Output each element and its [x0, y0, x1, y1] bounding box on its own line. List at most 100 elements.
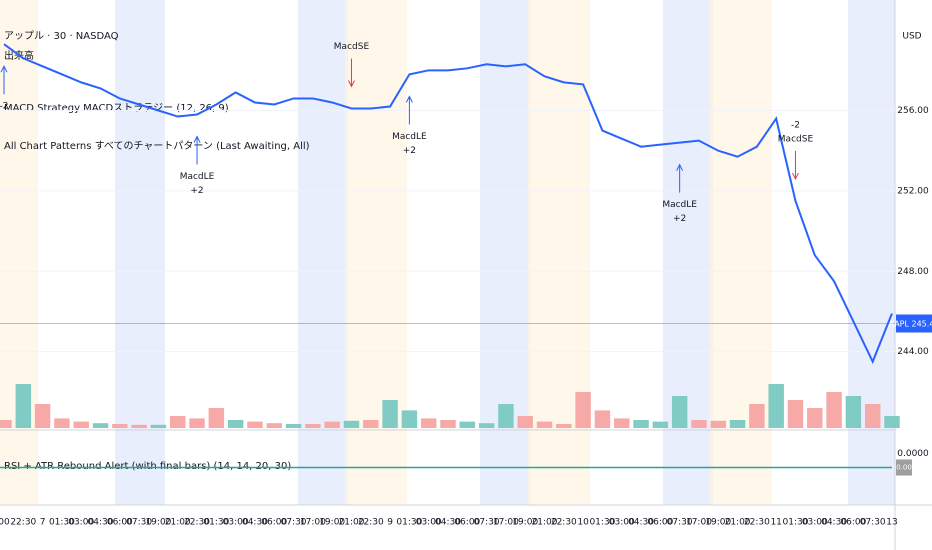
legend-patterns: All Chart Patterns すべてのチャートパターン (Last Aw…	[4, 140, 310, 152]
volume-bar	[864, 404, 881, 428]
x-tick-label: 04:30	[242, 518, 268, 528]
volume-bar	[691, 420, 707, 428]
volume-bar	[150, 424, 167, 428]
x-tick-label: 03:00	[223, 518, 249, 528]
annotation-label: MacdLE	[662, 200, 697, 210]
volume-bar	[594, 410, 611, 428]
legend-symbol: アップル · 30 · NASDAQ	[4, 30, 119, 42]
x-tick-label: 21:00	[532, 518, 558, 528]
volume-bar	[15, 384, 32, 428]
x-tick-label: 06:00	[261, 518, 287, 528]
indicator-badge: 0.00	[896, 464, 912, 472]
last-price-symbol: AAPL	[889, 319, 910, 328]
annotation-size: +2	[190, 186, 203, 196]
currency: USD	[902, 32, 921, 42]
volume-bar	[884, 416, 900, 428]
x-tick-label: 00	[0, 518, 10, 528]
x-tick-label: 07:30	[667, 518, 693, 528]
volume-bar	[285, 424, 302, 428]
annotation-label: MacdSE	[334, 42, 370, 52]
long-arrow	[405, 95, 413, 125]
volume-bar	[498, 404, 514, 428]
x-tick-label: 19:00	[319, 518, 345, 528]
x-tick-label: 06:00	[840, 518, 866, 528]
x-tick-label: 22:30	[10, 518, 36, 528]
volume-bar	[382, 400, 398, 428]
short-arrow	[348, 58, 355, 88]
volume-bar	[652, 421, 669, 428]
volume-bar	[420, 418, 437, 428]
x-tick-label: 07:30	[126, 518, 152, 528]
volume-bar	[112, 424, 128, 428]
indicator-badge-box	[896, 459, 912, 476]
volume-bar	[710, 420, 726, 428]
indicator-tick-label: 0.0000	[897, 449, 929, 459]
y-tick-label: 256.00	[897, 106, 929, 116]
volume-bar	[826, 392, 842, 428]
volume-bar	[768, 384, 784, 428]
x-tick-label: 04:30	[821, 518, 847, 528]
x-tick-label: 11	[770, 518, 781, 528]
volume-bar	[536, 421, 553, 428]
volume-bar	[845, 396, 862, 428]
x-tick-label: 01:30	[203, 518, 229, 528]
x-tick-label: 03:00	[802, 518, 828, 528]
annotation-size: -2	[791, 120, 800, 130]
x-tick-label: 07:30	[474, 518, 500, 528]
x-tick-label: 04:30	[88, 518, 114, 528]
y-tick-label: 252.00	[897, 186, 929, 196]
volume-bar	[227, 420, 244, 428]
x-tick-label: 19:00	[145, 518, 171, 528]
volume-bar	[401, 410, 418, 428]
volume-bar	[478, 423, 495, 428]
annotation-size: +2	[673, 214, 686, 224]
short-arrow	[792, 150, 799, 181]
x-tick-label: 19:00	[512, 518, 538, 528]
long-arrow	[193, 135, 201, 165]
x-tick-label: 04:30	[435, 518, 461, 528]
x-tick-label: 07:30	[281, 518, 307, 528]
x-tick-label: 07:30	[860, 518, 886, 528]
x-tick-label: 06:00	[107, 518, 133, 528]
last-price-value: 245.40	[912, 319, 932, 328]
annotation-label: MacdLE	[180, 172, 215, 182]
x-tick-label: 01:30	[783, 518, 809, 528]
x-tick-label: 06:00	[647, 518, 673, 528]
volume-bar	[189, 418, 205, 428]
x-tick-label: 03:00	[416, 518, 442, 528]
legend-macd: MACD Strategy MACDストラテジー (12, 26, 9)	[4, 102, 229, 114]
volume-bar	[575, 392, 591, 428]
last-price-box	[896, 314, 932, 333]
volume-bar	[787, 400, 804, 428]
x-tick-label: 01:30	[396, 518, 422, 528]
x-tick-label: 03:00	[609, 518, 635, 528]
volume-bar	[459, 421, 476, 428]
annotation-label: MacdLE	[392, 132, 427, 142]
y-tick-label: 244.00	[897, 347, 929, 357]
x-tick-label: 01:30	[589, 518, 615, 528]
x-tick-label: 10	[577, 518, 589, 528]
annotation-size: +2	[403, 146, 416, 156]
last-price-label: AAPL 245.40	[889, 319, 932, 328]
volume-bar	[671, 396, 688, 428]
x-tick-label: 22:30	[358, 518, 384, 528]
volume-bar	[343, 420, 360, 428]
volume-bar	[729, 420, 746, 428]
volume-bar	[749, 404, 765, 428]
x-tick-label: 17:00	[686, 518, 712, 528]
x-tick-label: 21:00	[165, 518, 191, 528]
volume-bar	[170, 416, 186, 428]
x-tick-label: 06:00	[454, 518, 480, 528]
volume-bar	[34, 404, 51, 428]
volume-bar	[324, 421, 340, 428]
volume-bar	[247, 421, 263, 428]
x-tick-label: 13	[886, 518, 897, 528]
volume-bar	[266, 423, 282, 428]
y-tick-label: 248.00	[897, 267, 929, 277]
x-tick-label: 22:30	[184, 518, 210, 528]
volume-bar	[92, 423, 109, 428]
x-tick-label: 19:00	[705, 518, 731, 528]
volume-bar	[0, 420, 12, 428]
volume-bar	[305, 424, 321, 428]
